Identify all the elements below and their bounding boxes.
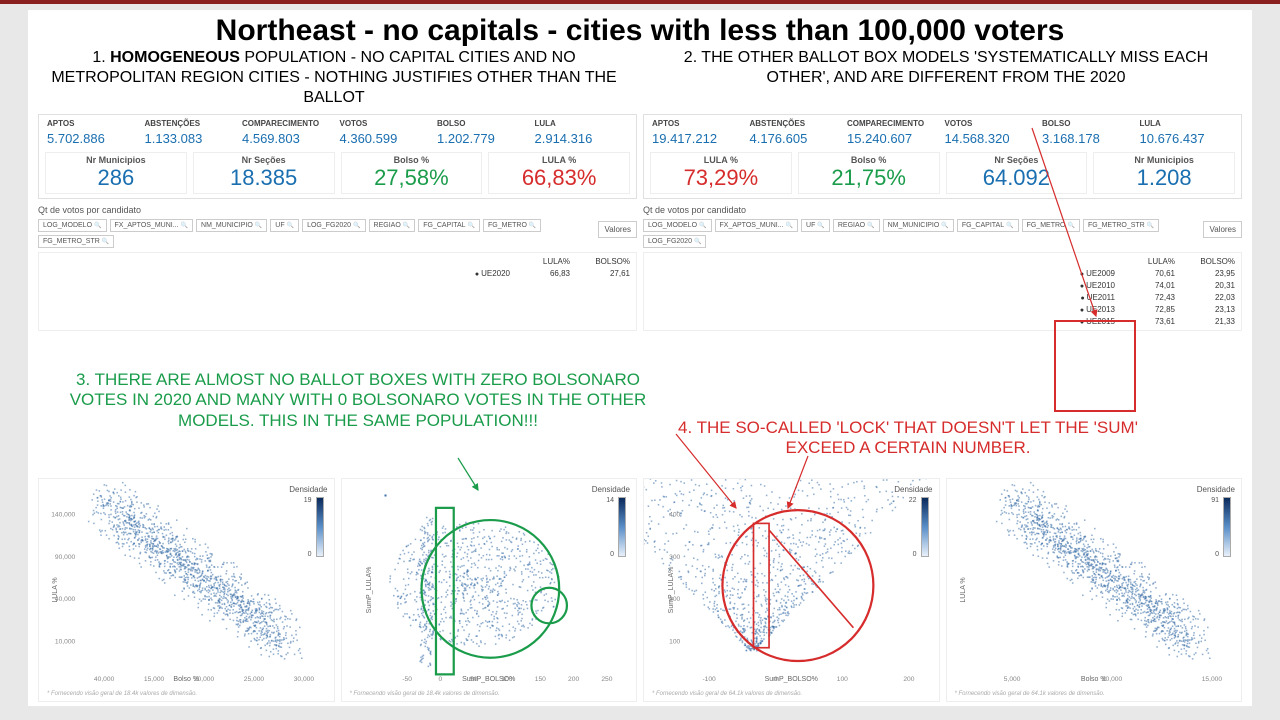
svg-text:250: 250	[601, 676, 612, 683]
stats-row: APTOS5.702.886ABSTENÇÕES1.133.083COMPARE…	[28, 114, 1252, 199]
svg-text:100: 100	[837, 676, 848, 683]
filter-chip[interactable]: REGIAO	[369, 219, 416, 232]
filter-chip[interactable]: FX_APTOS_MUNI...	[110, 219, 194, 232]
stat-card: LULA %73,29%	[650, 152, 792, 194]
stat-card: Nr Seções18.385	[193, 152, 335, 194]
svg-text:-100: -100	[702, 676, 716, 683]
scatter-plot: 140,000 90,000 40,000 10,000 40,000 15,000 20,…	[39, 479, 334, 701]
table-left: LULA%BOLSO% UE202066,8327,61	[38, 252, 637, 331]
svg-text:150: 150	[534, 676, 545, 683]
table-row: UE200970,6123,95	[650, 269, 1235, 278]
slide-outer: Northeast - no capitals - cities with le…	[0, 0, 1280, 720]
svg-text:-50: -50	[402, 676, 412, 683]
annotation-2: 2. THE OTHER BALLOT BOX MODELS 'SYSTEMAT…	[658, 48, 1234, 88]
table-row: UE201074,0120,31	[650, 281, 1235, 290]
filter-chip[interactable]: FG_METRO_STR	[38, 235, 114, 248]
filter-right: Qt de votos por candidato LOG_MODELOFX_A…	[643, 205, 1242, 248]
filter-chip[interactable]: FG_CAPITAL	[418, 219, 480, 232]
annotation-1: 1. HOMOGENEOUS POPULATION - NO CAPITAL C…	[46, 48, 622, 108]
stat-cell: APTOS5.702.886	[45, 119, 143, 146]
filter-chip[interactable]: FG_CAPITAL	[957, 219, 1019, 232]
filter-chip[interactable]: LOG_FG2020	[643, 235, 706, 248]
svg-text:200: 200	[903, 676, 914, 683]
chart-1: Densidade190LULA %Bolso %* Fornecendo vi…	[38, 478, 335, 702]
filter-row: Qt de votos por candidato LOG_MODELOFX_A…	[28, 205, 1252, 248]
annotation-4: 4. THE SO-CALLED 'LOCK' THAT DOESN'T LET…	[658, 418, 1158, 459]
filter-chip[interactable]: NM_MUNICIPIO	[883, 219, 954, 232]
filter-chip[interactable]: LOG_MODELO	[643, 219, 712, 232]
svg-text:50: 50	[470, 676, 478, 683]
filter-chip[interactable]: FG_METRO_STR	[1083, 219, 1159, 232]
svg-text:25,000: 25,000	[244, 676, 265, 683]
scatter-plot: -50 0 50 100 150 200 250	[342, 479, 637, 701]
highlight-box-red	[1054, 320, 1136, 412]
filter-chip[interactable]: LOG_FG2020	[302, 219, 365, 232]
svg-text:400: 400	[669, 512, 680, 519]
svg-text:15,000: 15,000	[144, 676, 165, 683]
stat-card: Bolso %21,75%	[798, 152, 940, 194]
stat-card: LULA %66,83%	[488, 152, 630, 194]
svg-text:200: 200	[669, 596, 680, 603]
filter-chip[interactable]: FG_METRO	[483, 219, 541, 232]
stat-card: Nr Municipios1.208	[1093, 152, 1235, 194]
chart-3: Densidade220SumP_LULA%SumP_BOLSO%* Forne…	[643, 478, 940, 702]
svg-text:20,000: 20,000	[194, 676, 215, 683]
stat-cell: BOLSO3.168.178	[1040, 119, 1138, 146]
svg-text:200: 200	[568, 676, 579, 683]
stat-card: Nr Municipios286	[45, 152, 187, 194]
svg-text:10,000: 10,000	[55, 638, 76, 645]
filter-chip[interactable]: UF	[270, 219, 299, 232]
table-row: UE201573,6121,33	[650, 317, 1235, 326]
svg-text:140,000: 140,000	[51, 512, 75, 519]
filter-chip[interactable]: NM_MUNICIPIO	[196, 219, 267, 232]
stat-cell: LULA2.914.316	[533, 119, 631, 146]
stat-cell: COMPARECIMENTO15.240.607	[845, 119, 943, 146]
svg-text:300: 300	[669, 554, 680, 561]
scatter-plot: 5,00010,00015,000	[947, 479, 1242, 701]
values-header: Valores	[598, 221, 637, 238]
stat-card: Nr Seções64.092	[946, 152, 1088, 194]
stat-cell: ABSTENÇÕES1.133.083	[143, 119, 241, 146]
table-row: UE201172,4322,03	[650, 293, 1235, 302]
stat-cell: ABSTENÇÕES4.176.605	[748, 119, 846, 146]
filter-chip[interactable]: FX_APTOS_MUNI...	[715, 219, 799, 232]
chart-2: Densidade140SumP_LULA%SumP_BOLSO%* Forne…	[341, 478, 638, 702]
svg-text:30,000: 30,000	[294, 676, 315, 683]
chart-4: Densidade910LULA %Bolso %* Fornecendo vi…	[946, 478, 1243, 702]
subtitle-right: 2. THE OTHER BALLOT BOX MODELS 'SYSTEMAT…	[640, 48, 1252, 108]
table-row: UE201372,8523,13	[650, 305, 1235, 314]
stats-right-panel: APTOS19.417.212ABSTENÇÕES4.176.605COMPAR…	[643, 114, 1242, 199]
stat-cell: BOLSO1.202.779	[435, 119, 533, 146]
page-title: Northeast - no capitals - cities with le…	[28, 10, 1252, 48]
annotation-3: 3. THERE ARE ALMOST NO BALLOT BOXES WITH…	[68, 370, 648, 431]
svg-text:40,000: 40,000	[55, 596, 76, 603]
stat-cell: LULA10.676.437	[1138, 119, 1236, 146]
filter-left: Qt de votos por candidato LOG_MODELOFX_A…	[38, 205, 637, 248]
scatter-plot: 400 300 200 100 -100 0 100 200	[644, 479, 939, 701]
stat-cell: VOTOS14.568.320	[943, 119, 1041, 146]
table-row: UE202066,8327,61	[45, 269, 630, 278]
subtitle-row: 1. HOMOGENEOUS POPULATION - NO CAPITAL C…	[28, 48, 1252, 108]
stats-left-panel: APTOS5.702.886ABSTENÇÕES1.133.083COMPARE…	[38, 114, 637, 199]
subtitle-left: 1. HOMOGENEOUS POPULATION - NO CAPITAL C…	[28, 48, 640, 108]
values-header: Valores	[1203, 221, 1242, 238]
slide: Northeast - no capitals - cities with le…	[28, 10, 1252, 706]
filter-chip[interactable]: FG_METRO	[1022, 219, 1080, 232]
svg-text:100: 100	[669, 638, 680, 645]
charts-row: Densidade190LULA %Bolso %* Fornecendo vi…	[28, 478, 1252, 702]
svg-text:90,000: 90,000	[55, 554, 76, 561]
stat-cell: VOTOS4.360.599	[338, 119, 436, 146]
stat-cell: APTOS19.417.212	[650, 119, 748, 146]
table-right: LULA%BOLSO% UE200970,6123,95UE201074,012…	[643, 252, 1242, 331]
filter-chip[interactable]: LOG_MODELO	[38, 219, 107, 232]
svg-text:0: 0	[774, 676, 778, 683]
svg-text:0: 0	[438, 676, 442, 683]
stat-cell: COMPARECIMENTO4.569.803	[240, 119, 338, 146]
filter-chip[interactable]: REGIAO	[833, 219, 880, 232]
svg-text:40,000: 40,000	[94, 676, 115, 683]
svg-text:100: 100	[501, 676, 512, 683]
filter-chip[interactable]: UF	[801, 219, 830, 232]
stat-card: Bolso %27,58%	[341, 152, 483, 194]
